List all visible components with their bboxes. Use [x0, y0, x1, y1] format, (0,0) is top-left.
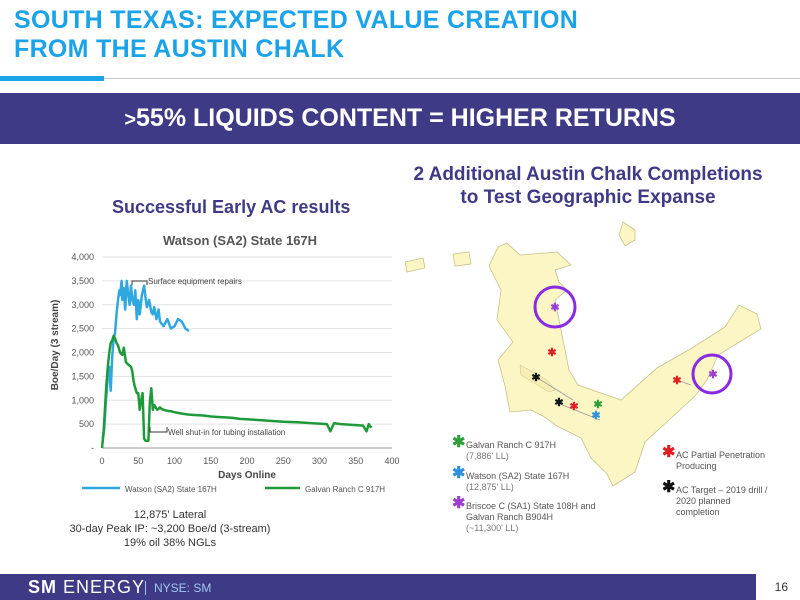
legend-star-briscoe: ✱ [452, 495, 466, 512]
highlight-circle-east [691, 353, 733, 395]
well-marker-purple-east: ✱ [708, 369, 717, 381]
y-tick-label: 2,000 [71, 348, 94, 358]
x-tick-label: 250 [276, 456, 291, 466]
acreage-map: ✱ ✱ ✱ ✱ ✱ ✱ ✱ ✱ ✱ [404, 221, 762, 487]
y-tick-label: 3,000 [71, 300, 94, 310]
footer-bar: SM ENERGY NYSE: SM 16 [0, 574, 800, 600]
legend-sub-galvan: (7,886' LL) [466, 451, 509, 461]
x-tick-label: 200 [239, 456, 254, 466]
x-tick-label: 50 [133, 456, 143, 466]
legend-star-galvan: ✱ [452, 434, 466, 451]
y-tick-label: 1,500 [71, 371, 94, 381]
legend-label-galvan: Galvan Ranch C 917H [305, 485, 385, 494]
legend-sub-briscoe: (~11,300' LL) [466, 523, 519, 533]
well-marker-red-1: ✱ [547, 347, 556, 359]
x-tick-label: 350 [348, 456, 363, 466]
y-tick-label: 500 [79, 419, 94, 429]
logo-sm: SM [28, 577, 57, 597]
legend-item-ac-target: ✱ AC Target – 2019 drill / 2020 planned … [662, 480, 776, 518]
sm-energy-logo: SM ENERGY [28, 577, 145, 598]
bracket-well-shut-in [149, 427, 168, 433]
x-tick-labels: 0 50 100 150 200 250 300 350 400 [99, 456, 399, 466]
y-tick-label: 4,000 [71, 252, 94, 262]
banner-prefix: > [124, 109, 137, 131]
bracket-surface-repairs [131, 280, 148, 285]
well-marker-watson: ✱ [591, 410, 600, 422]
liquids-banner: >55% LIQUIDS CONTENT = HIGHER RETURNS [0, 93, 800, 144]
page-number: 16 [774, 580, 788, 594]
annotation-well-shut-in: Well shut-in for tubing installation [168, 428, 285, 437]
lateral-line-3 [676, 379, 692, 386]
well-marker-black-1: ✱ [531, 372, 540, 384]
legend-text-briscoe: Briscoe C (SA1) State 108H and Galvan Ra… [466, 501, 596, 522]
lateral-line-1 [535, 376, 574, 401]
legend-text-galvan: Galvan Ranch C 917H [466, 440, 557, 450]
well-marker-black-2: ✱ [554, 397, 563, 409]
x-tick-label: 400 [384, 456, 399, 466]
legend-star-ac-target: ✱ [662, 479, 676, 496]
legend-text-ac-partial: AC Partial Penetration Producing [676, 450, 766, 471]
legend-item-ac-partial: ✱ AC Partial Penetration Producing [662, 445, 776, 472]
legend-sub-watson: (12,875' LL) [466, 482, 514, 492]
acreage-tract-north [618, 221, 636, 247]
slide-title-line1: SOUTH TEXAS: EXPECTED VALUE CREATION [14, 6, 579, 34]
y-tick-labels: - 500 1,000 1,500 2,000 2,500 3,000 3,500 4,000 [71, 252, 94, 453]
acreage-main-block [488, 242, 762, 487]
acreage-tract-west [404, 257, 426, 273]
title-divider [104, 78, 800, 79]
y-tick-label: 1,000 [71, 395, 94, 405]
chart-title: Watson (SA2) State 167H [163, 233, 317, 248]
left-section-heading: Successful Early AC results [112, 197, 351, 217]
highlight-circle-north [533, 285, 577, 329]
well-marker-purple-north: ✱ [550, 302, 559, 314]
x-tick-label: 150 [203, 456, 218, 466]
lateral-line-2 [559, 403, 601, 421]
legend-item-galvan: ✱ Galvan Ranch C 917H (7,886' LL) [452, 435, 586, 462]
x-axis-label: Days Online [218, 470, 276, 481]
y-tick-label: - [91, 443, 94, 453]
production-chart: Watson (SA2) State 167H -5001,0001,5002,… [50, 233, 400, 494]
legend-star-watson: ✱ [452, 465, 466, 482]
right-section-heading: 2 Additional Austin Chalk Completions to… [398, 163, 778, 209]
x-tick-label: 300 [312, 456, 327, 466]
note-peak-ip: 30-day Peak IP: ~3,200 Boe/d (3-stream) [69, 523, 271, 535]
y-tick-label: 2,500 [71, 324, 94, 334]
note-lateral: 12,875' Lateral [133, 509, 207, 521]
legend-label-watson: Watson (SA2) State 167H [125, 485, 217, 494]
y-axis-label: Boe/Day (3 stream) [50, 300, 61, 391]
x-tick-label: 100 [167, 456, 182, 466]
slide-title: SOUTH TEXAS: EXPECTED VALUE CREATION FRO… [14, 6, 714, 64]
well-marker-red-3: ✱ [672, 375, 681, 387]
x-tick-label: 0 [99, 456, 104, 466]
title-accent-rule [0, 76, 104, 81]
right-heading-line1: 2 Additional Austin Chalk Completions [413, 164, 763, 185]
logo-energy: ENERGY [57, 577, 146, 597]
legend-text-ac-target: AC Target – 2019 drill / 2020 planned co… [676, 485, 768, 517]
legend-star-ac-partial: ✱ [662, 444, 676, 461]
page-number-box [756, 574, 800, 600]
acreage-tract-west2 [452, 251, 472, 267]
well-marker-red-2: ✱ [569, 401, 578, 413]
annotation-surface-repairs: Surface equipment repairs [148, 277, 242, 286]
slide-title-line2: FROM THE AUSTIN CHALK [14, 35, 345, 63]
ticker-label: NYSE: SM [145, 581, 211, 595]
gridlines [102, 256, 392, 425]
series-line-galvan [100, 334, 373, 449]
y-tick-label: 3,500 [71, 276, 94, 286]
well-marker-galvan: ✱ [593, 399, 602, 411]
banner-text: 55% LIQUIDS CONTENT = HIGHER RETURNS [136, 104, 676, 132]
legend-item-watson: ✱ Watson (SA2) State 167H (12,875' LL) [452, 466, 586, 493]
well-notes: 12,875' Lateral 30-day Peak IP: ~3,200 B… [20, 508, 320, 550]
legend-text-watson: Watson (SA2) State 167H [466, 471, 570, 481]
right-heading-line2: to Test Geographic Expanse [460, 187, 716, 208]
legend-item-briscoe: ✱ Briscoe C (SA1) State 108H and Galvan … [452, 496, 606, 534]
note-oil-ngl: 19% oil 38% NGLs [123, 537, 217, 549]
acreage-tract-sliver [519, 364, 556, 393]
